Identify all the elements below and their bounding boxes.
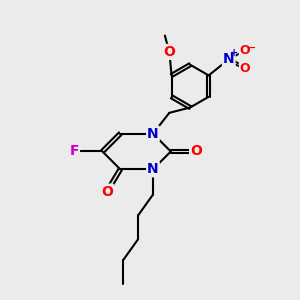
Text: F: F [70,145,79,158]
Text: O: O [190,145,202,158]
Text: N: N [147,127,159,141]
Text: N: N [147,162,159,176]
Text: O: O [164,45,175,59]
Text: O: O [240,62,250,75]
Text: −: − [246,43,256,52]
Text: N: N [223,52,235,66]
Text: O: O [240,44,250,57]
Text: +: + [230,48,238,58]
Text: O: O [101,184,113,199]
